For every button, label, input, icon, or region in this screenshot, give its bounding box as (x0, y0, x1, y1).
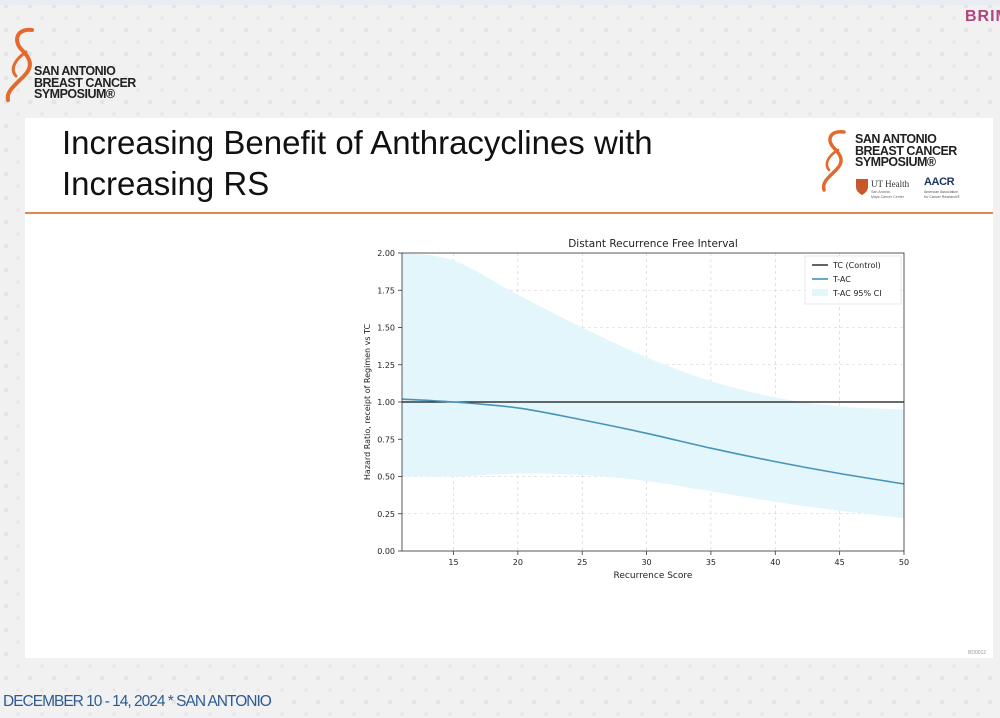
aacr-name: AACR (924, 176, 955, 188)
y-tick-label: 1.50 (377, 324, 395, 333)
footer-date-location: DECEMBER 10 - 14, 2024 * SAN ANTONIO (3, 693, 272, 710)
slide-number: BD0012 (968, 650, 987, 656)
sabcs-header-logo: SAN ANTONIO BREAST CANCER SYMPOSIUM® (4, 26, 154, 108)
legend-label-tc-control: TC (Control) (832, 261, 881, 270)
ut-health-logo: UT Health San Antonio Mays Cancer Center (855, 176, 919, 206)
legend-swatch-t-ac-ci (812, 289, 828, 296)
x-tick-label: 30 (641, 558, 651, 567)
y-tick-label: 1.25 (377, 361, 395, 370)
ribbon-icon (5, 27, 34, 102)
x-tick-label: 25 (577, 558, 587, 567)
slide-title: Increasing Benefit of Anthracyclines wit… (62, 124, 653, 202)
shield-icon (856, 179, 868, 195)
chart-ticks: 0.00 0.25 0.50 0.75 1.00 1.25 1.50 1.75 2.00 15 20… (377, 249, 909, 567)
series-line-t-ac (401, 398, 905, 485)
y-tick-label: 1.00 (377, 398, 395, 407)
aacr-logo: AACR American Association for Cancer Res… (924, 176, 968, 206)
legend-label-t-ac-ci: T-AC 95% CI (832, 289, 882, 298)
aacr-subtitle: American Association for Cancer Research… (924, 190, 960, 199)
x-tick-label: 40 (770, 558, 780, 567)
sabcs-slide-logo: SAN ANTONIO BREAST CANCER SYMPOSIUM® UT … (818, 128, 968, 208)
x-axis-label: Recurrence Score (614, 571, 693, 581)
ut-health-name: UT Health (871, 179, 910, 189)
chart-title: Distant Recurrence Free Interval (568, 238, 738, 250)
ribbon-icon (821, 130, 846, 192)
y-tick-label: 0.25 (377, 510, 395, 519)
y-tick-label: 2.00 (377, 249, 395, 258)
ut-health-subtitle: San Antonio Mays Cancer Center (871, 190, 904, 199)
y-tick-label: 0.50 (377, 473, 395, 482)
title-divider (25, 212, 993, 214)
x-tick-label: 15 (448, 558, 458, 567)
y-axis-label: Hazard Ratio, receipt of Regimen vs TC (363, 323, 372, 480)
x-tick-label: 20 (513, 558, 523, 567)
sabcs-slide-logo-text: SAN ANTONIO BREAST CANCER SYMPOSIUM® (855, 132, 957, 169)
hazard-ratio-chart: Distant Recurrence Free Interval 0.00 0.2… (363, 238, 909, 581)
sabcs-header-logo-text: SAN ANTONIO BREAST CANCER SYMPOSIUM® (34, 64, 136, 101)
y-tick-label: 0.00 (377, 547, 395, 556)
legend-label-t-ac: T-AC (832, 275, 851, 284)
ci-band (402, 253, 904, 519)
y-tick-label: 1.75 (377, 286, 395, 295)
x-tick-label: 45 (835, 558, 845, 567)
y-tick-label: 0.75 (377, 435, 395, 444)
top-band (0, 0, 1000, 5)
x-tick-label: 50 (899, 558, 909, 567)
x-tick-label: 35 (706, 558, 716, 567)
brand-corner-text: BRIM (965, 8, 1000, 25)
chart-legend: TC (Control) T-AC T-AC 95% CI (804, 255, 902, 305)
